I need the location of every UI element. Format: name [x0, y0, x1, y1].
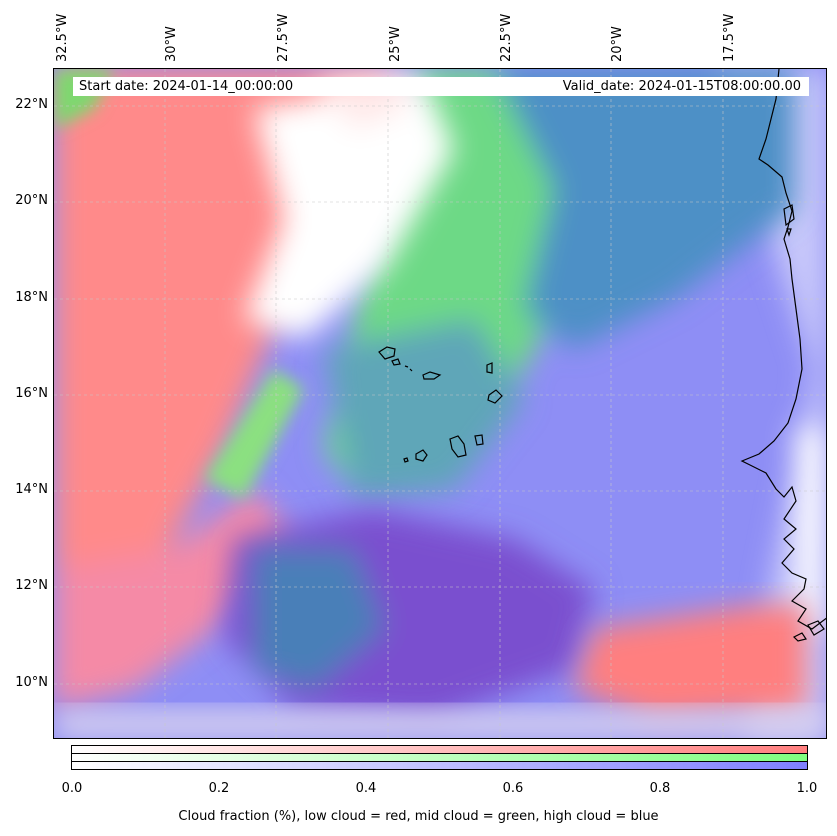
colorbar-low-cloud — [71, 745, 808, 754]
island-sal — [486, 362, 493, 374]
cape-verde-islands — [378, 346, 503, 463]
island-sao-nicolau — [422, 371, 442, 380]
island-brava — [403, 457, 409, 463]
bijagos-island-1 — [807, 620, 825, 636]
colorbar-tick-1: 0.2 — [208, 781, 230, 796]
lon-label-30w: 30°W — [164, 26, 179, 62]
lon-label-20w: 20°W — [610, 26, 625, 62]
map-canvas: Start date: 2024-01-14_00:00:00 Valid_da… — [54, 69, 826, 738]
cloud-fraction-map: Start date: 2024-01-14_00:00:00 Valid_da… — [53, 68, 827, 739]
mixed-cloud-south — [224, 509, 594, 719]
colorbar-mid-cloud — [71, 753, 808, 762]
coast-island-north — [783, 204, 795, 227]
island-santo-antao — [378, 346, 396, 360]
island-fogo — [415, 449, 428, 462]
low-cloud-southeast — [574, 605, 806, 719]
island-maio — [474, 434, 484, 446]
lon-label-32-5w: 32.5°W — [55, 13, 70, 62]
lon-label-17-5w: 17.5°W — [722, 13, 737, 62]
colorbar-high-cloud — [71, 761, 808, 770]
date-strip: Start date: 2024-01-14_00:00:00 Valid_da… — [73, 77, 809, 96]
bottom-band — [54, 709, 826, 738]
island-sao-vicente — [391, 358, 401, 366]
bijagos-island-2 — [792, 632, 807, 642]
colorbar-tick-2: 0.4 — [355, 781, 377, 796]
colorbar-tick-0: 0.0 — [61, 781, 83, 796]
map-gridlines — [54, 69, 826, 738]
coast-island-small — [786, 228, 792, 237]
lat-label-16n: 16°N — [15, 386, 48, 401]
lat-label-14n: 14°N — [15, 482, 48, 497]
lat-label-10n: 10°N — [15, 675, 48, 690]
lon-label-22-5w: 22.5°W — [499, 13, 514, 62]
colorbar-label: Cloud fraction (%), low cloud = red, mid… — [178, 809, 659, 824]
lat-label-12n: 12°N — [15, 578, 48, 593]
lat-label-18n: 18°N — [15, 290, 48, 305]
colorbar — [71, 745, 808, 770]
island-boa-vista — [487, 389, 503, 404]
lon-label-27-5w: 27.5°W — [276, 13, 291, 62]
african-coastline — [740, 69, 826, 630]
colorbar-tick-5: 1.0 — [796, 781, 818, 796]
valid-date-label: Valid_date: 2024-01-15T08:00:00.00 — [562, 79, 801, 94]
island-santa-luzia — [404, 365, 409, 368]
lon-label-25w: 25°W — [388, 26, 403, 62]
colorbar-tick-4: 0.8 — [649, 781, 671, 796]
lat-label-22n: 22°N — [15, 97, 48, 112]
colorbar-tick-3: 0.6 — [502, 781, 524, 796]
island-raso — [409, 368, 413, 372]
island-santiago — [449, 435, 467, 458]
start-date-label: Start date: 2024-01-14_00:00:00 — [79, 79, 294, 94]
clear-sky-east — [714, 69, 826, 738]
lat-label-20n: 20°N — [15, 193, 48, 208]
